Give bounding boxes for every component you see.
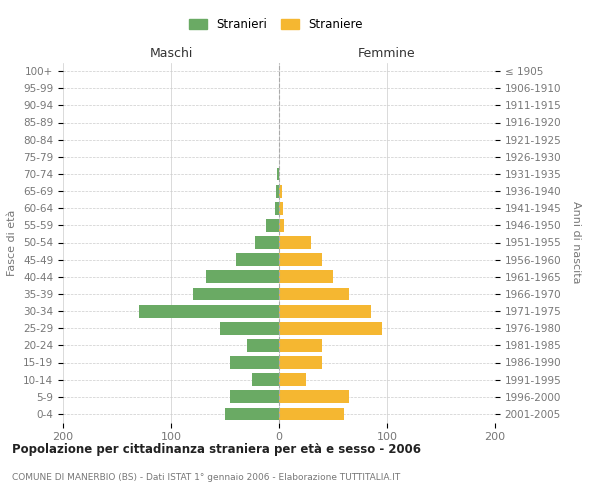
Bar	[279, 236, 311, 249]
Bar	[279, 253, 322, 266]
Bar	[275, 202, 279, 214]
Bar	[139, 304, 279, 318]
Bar	[230, 356, 279, 369]
Bar	[230, 390, 279, 403]
Bar	[266, 219, 279, 232]
Y-axis label: Fasce di età: Fasce di età	[7, 210, 17, 276]
Bar	[193, 288, 279, 300]
Text: Popolazione per cittadinanza straniera per età e sesso - 2006: Popolazione per cittadinanza straniera p…	[12, 442, 421, 456]
Bar	[236, 253, 279, 266]
Text: COMUNE DI MANERBIO (BS) - Dati ISTAT 1° gennaio 2006 - Elaborazione TUTTITALIA.I: COMUNE DI MANERBIO (BS) - Dati ISTAT 1° …	[12, 473, 400, 482]
Bar	[279, 322, 382, 334]
Bar	[279, 339, 322, 352]
Bar	[279, 390, 349, 403]
Bar	[252, 373, 279, 386]
Bar	[225, 408, 279, 420]
Bar	[279, 184, 282, 198]
Bar	[279, 270, 333, 283]
Text: Femmine: Femmine	[358, 47, 416, 60]
Bar	[279, 304, 371, 318]
Legend: Stranieri, Straniere: Stranieri, Straniere	[184, 14, 368, 36]
Bar	[220, 322, 279, 334]
Bar	[279, 373, 306, 386]
Bar	[279, 202, 283, 214]
Bar	[247, 339, 279, 352]
Text: Maschi: Maschi	[149, 47, 193, 60]
Bar	[279, 408, 344, 420]
Bar	[255, 236, 279, 249]
Bar	[206, 270, 279, 283]
Y-axis label: Anni di nascita: Anni di nascita	[571, 201, 581, 284]
Bar	[279, 219, 284, 232]
Bar	[276, 184, 279, 198]
Bar	[277, 168, 279, 180]
Bar	[279, 356, 322, 369]
Bar	[279, 288, 349, 300]
